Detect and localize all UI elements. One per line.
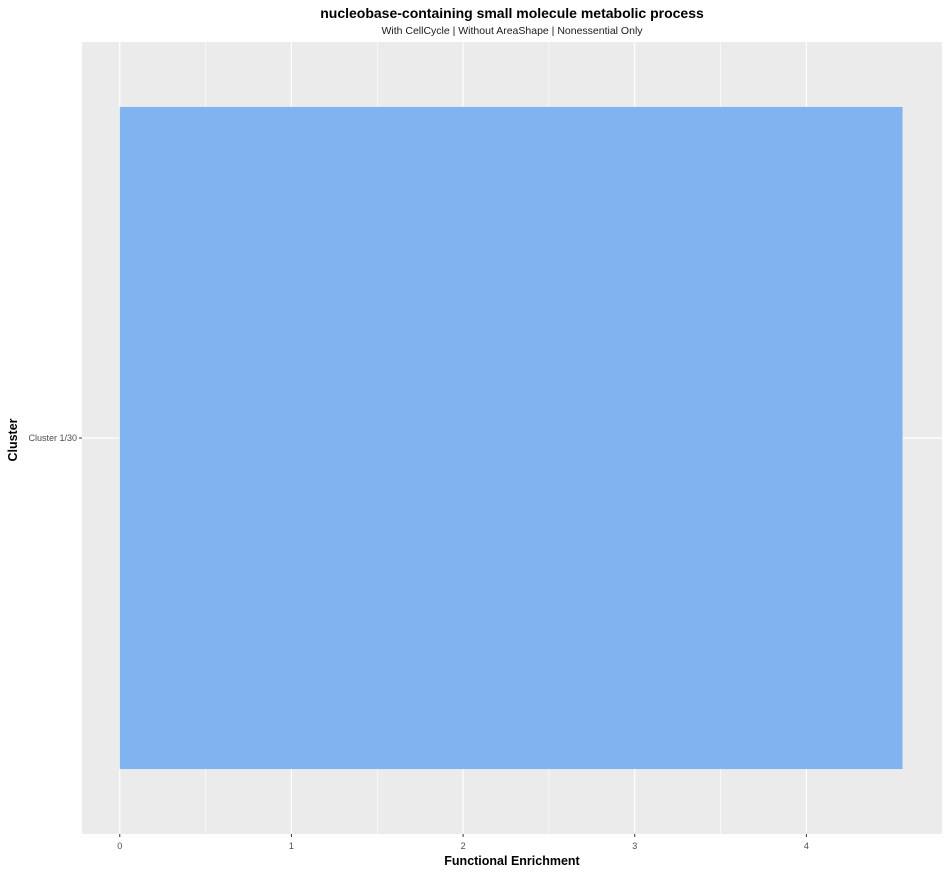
bars [119,106,903,770]
x-tick-label: 2 [461,841,466,851]
chart-title: nucleobase-containing small molecule met… [320,5,704,21]
x-tick-label: 0 [117,841,122,851]
axes: Cluster 1/30 0 1 2 3 4 [28,433,808,851]
x-tick-label: 1 [289,841,294,851]
bar [119,106,903,770]
x-axis-label: Functional Enrichment [444,854,580,868]
y-tick-label: Cluster 1/30 [28,433,77,443]
x-tick-label: 3 [632,841,637,851]
chart-subtitle: With CellCycle | Without AreaShape | Non… [381,25,643,37]
x-tick-label: 4 [804,841,809,851]
y-axis-label: Cluster [6,418,20,462]
